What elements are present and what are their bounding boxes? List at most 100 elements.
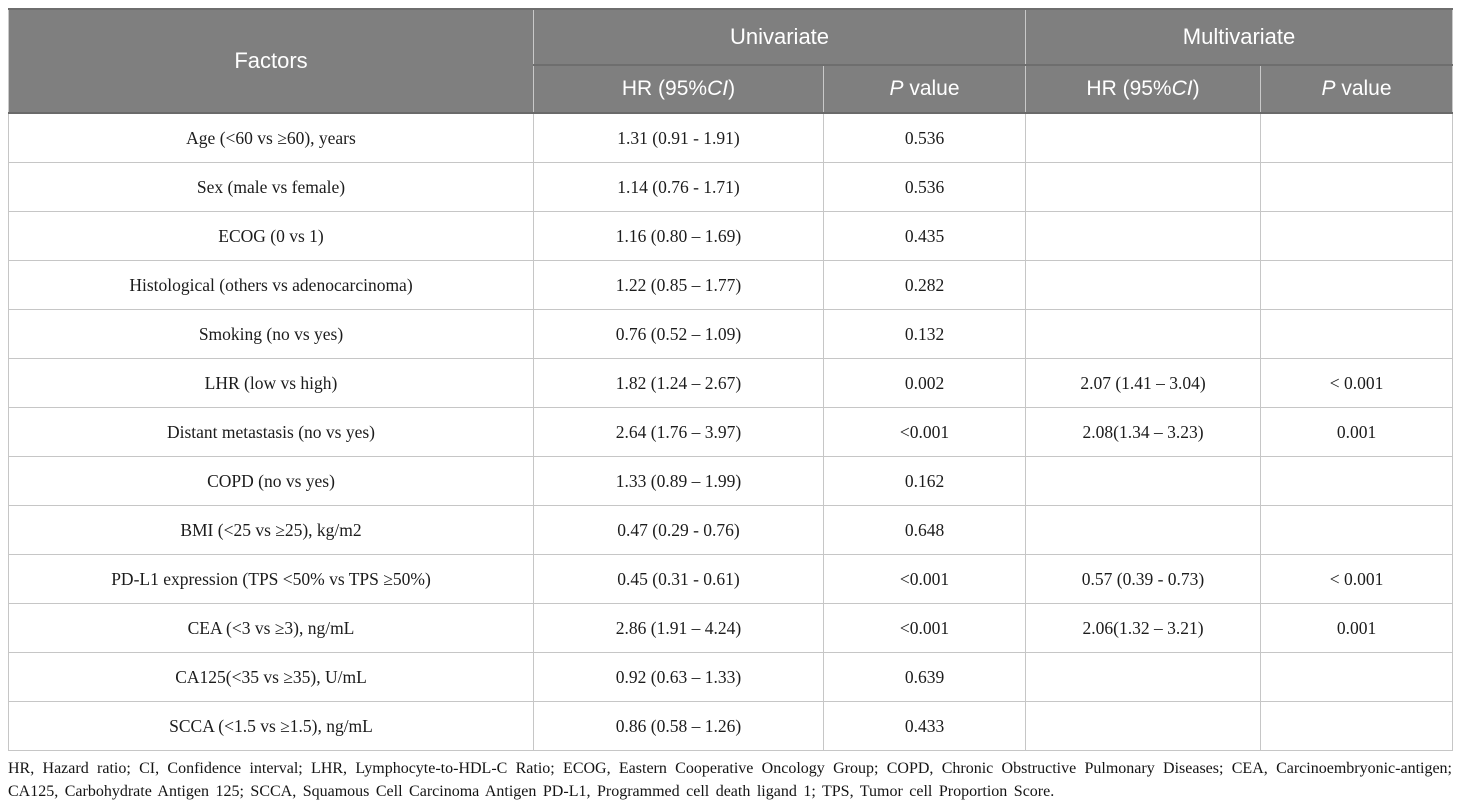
table-row: Sex (male vs female) 1.14 (0.76 - 1.71) 0.… <box>8 162 1454 212</box>
multivariate-p-cell <box>1260 701 1454 751</box>
univariate-hr-cell: 2.86 (1.91 – 4.24) <box>533 603 824 653</box>
column-header-multivariate-p: P value <box>1260 64 1454 114</box>
column-header-univariate-p: P value <box>822 64 1026 114</box>
multivariate-p-cell <box>1260 112 1454 163</box>
hr-label-ci-italic: CI <box>707 77 729 100</box>
univariate-p-cell: <0.001 <box>822 407 1027 457</box>
p-label-rest: value <box>1335 77 1392 100</box>
univariate-p-cell: 0.162 <box>822 456 1027 506</box>
multivariate-hr-cell <box>1025 162 1262 212</box>
hr-label-ci-italic: CI <box>1171 77 1193 100</box>
univariate-p-cell: <0.001 <box>822 603 1027 653</box>
table-row: CEA (<3 vs ≥3), ng/mL 2.86 (1.91 – 4.24) <… <box>8 603 1454 653</box>
table-row: SCCA (<1.5 vs ≥1.5), ng/mL 0.86 (0.58 – 1… <box>8 701 1454 751</box>
multivariate-p-cell: 0.001 <box>1260 603 1454 653</box>
factor-cell: Histological (others vs adenocarcinoma) <box>8 260 534 310</box>
univariate-hr-cell: 1.33 (0.89 – 1.99) <box>533 456 824 506</box>
univariate-p-cell: 0.282 <box>822 260 1027 310</box>
multivariate-hr-cell: 2.08(1.34 – 3.23) <box>1025 407 1262 457</box>
factor-cell: CEA (<3 vs ≥3), ng/mL <box>8 603 534 653</box>
multivariate-p-cell: < 0.001 <box>1260 358 1454 408</box>
multivariate-hr-cell <box>1025 112 1262 163</box>
univariate-hr-cell: 1.16 (0.80 – 1.69) <box>533 211 824 261</box>
table-row: ECOG (0 vs 1) 1.16 (0.80 – 1.69) 0.435 <box>8 211 1454 261</box>
univariate-hr-cell: 1.31 (0.91 - 1.91) <box>533 112 824 163</box>
multivariate-hr-cell <box>1025 260 1262 310</box>
univariate-hr-cell: 0.76 (0.52 – 1.09) <box>533 309 824 359</box>
hr-label-suffix: ) <box>1192 77 1200 100</box>
table-row: Histological (others vs adenocarcinoma) 1… <box>8 260 1454 310</box>
multivariate-p-cell <box>1260 162 1454 212</box>
column-header-factors: Factors <box>8 8 534 114</box>
table-row: LHR (low vs high) 1.82 (1.24 – 2.67) 0.002… <box>8 358 1454 408</box>
univariate-hr-cell: 2.64 (1.76 – 3.97) <box>533 407 824 457</box>
factor-cell: Sex (male vs female) <box>8 162 534 212</box>
factor-cell: Age (<60 vs ≥60), years <box>8 112 534 163</box>
univariate-hr-cell: 0.45 (0.31 - 0.61) <box>533 554 824 604</box>
univariate-p-cell: 0.435 <box>822 211 1027 261</box>
multivariate-hr-cell: 0.57 (0.39 - 0.73) <box>1025 554 1262 604</box>
multivariate-p-cell <box>1260 652 1454 702</box>
table-row: CA125(<35 vs ≥35), U/mL 0.92 (0.63 – 1.33… <box>8 652 1454 702</box>
multivariate-p-cell <box>1260 505 1454 555</box>
multivariate-hr-cell: 2.07 (1.41 – 3.04) <box>1025 358 1262 408</box>
univariate-hr-cell: 1.14 (0.76 - 1.71) <box>533 162 824 212</box>
factor-cell: CA125(<35 vs ≥35), U/mL <box>8 652 534 702</box>
table-row: Distant metastasis (no vs yes) 2.64 (1.76… <box>8 407 1454 457</box>
multivariate-hr-cell <box>1025 652 1262 702</box>
column-header-multivariate-hr: HR (95%CI) <box>1025 64 1261 114</box>
factor-cell: ECOG (0 vs 1) <box>8 211 534 261</box>
hr-label-prefix: HR (95% <box>1086 77 1172 100</box>
column-group-univariate: Univariate <box>532 8 1026 66</box>
table-header: Factors Univariate Multivariate HR (95%C… <box>8 8 1454 114</box>
table-body: Age (<60 vs ≥60), years 1.31 (0.91 - 1.91… <box>8 112 1454 751</box>
table-row: Smoking (no vs yes) 0.76 (0.52 – 1.09) 0.1… <box>8 309 1454 359</box>
hr-label-prefix: HR (95% <box>621 77 708 100</box>
univariate-hr-cell: 1.82 (1.24 – 2.67) <box>533 358 824 408</box>
multivariate-p-cell <box>1260 309 1454 359</box>
multivariate-hr-cell <box>1025 211 1262 261</box>
table-row: PD-L1 expression (TPS <50% vs TPS ≥50%) 0… <box>8 554 1454 604</box>
column-group-multivariate: Multivariate <box>1025 8 1454 66</box>
univariate-p-cell: 0.639 <box>822 652 1027 702</box>
factor-cell: Smoking (no vs yes) <box>8 309 534 359</box>
multivariate-hr-cell <box>1025 309 1262 359</box>
univariate-hr-cell: 1.22 (0.85 – 1.77) <box>533 260 824 310</box>
univariate-hr-cell: 0.47 (0.29 - 0.76) <box>533 505 824 555</box>
p-label-italic: P <box>1321 77 1336 100</box>
cox-regression-table: Factors Univariate Multivariate HR (95%C… <box>8 8 1454 751</box>
multivariate-p-cell: < 0.001 <box>1260 554 1454 604</box>
univariate-p-cell: 0.648 <box>822 505 1027 555</box>
column-header-univariate-hr: HR (95%CI) <box>533 64 824 114</box>
factor-cell: Distant metastasis (no vs yes) <box>8 407 534 457</box>
multivariate-p-cell: 0.001 <box>1260 407 1454 457</box>
univariate-p-cell: <0.001 <box>822 554 1027 604</box>
univariate-hr-cell: 0.86 (0.58 – 1.26) <box>533 701 824 751</box>
table-row: BMI (<25 vs ≥25), kg/m2 0.47 (0.29 - 0.76… <box>8 505 1454 555</box>
factor-cell: LHR (low vs high) <box>8 358 534 408</box>
multivariate-hr-cell: 2.06(1.32 – 3.21) <box>1025 603 1262 653</box>
table-footnote: HR, Hazard ratio; CI, Confidence interva… <box>8 760 1452 800</box>
multivariate-p-cell <box>1260 211 1454 261</box>
table-row: Age (<60 vs ≥60), years 1.31 (0.91 - 1.91… <box>8 112 1454 163</box>
multivariate-hr-cell <box>1025 701 1262 751</box>
hr-label-suffix: ) <box>728 77 736 100</box>
univariate-p-cell: 0.433 <box>822 701 1027 751</box>
factor-cell: PD-L1 expression (TPS <50% vs TPS ≥50%) <box>8 554 534 604</box>
p-label-italic: P <box>889 77 904 100</box>
univariate-p-cell: 0.002 <box>822 358 1027 408</box>
factor-cell: COPD (no vs yes) <box>8 456 534 506</box>
p-label-rest: value <box>903 77 960 100</box>
factor-cell: SCCA (<1.5 vs ≥1.5), ng/mL <box>8 701 534 751</box>
univariate-p-cell: 0.132 <box>822 309 1027 359</box>
table-row: COPD (no vs yes) 1.33 (0.89 – 1.99) 0.162 <box>8 456 1454 506</box>
univariate-hr-cell: 0.92 (0.63 – 1.33) <box>533 652 824 702</box>
univariate-p-cell: 0.536 <box>822 112 1027 163</box>
multivariate-hr-cell <box>1025 505 1262 555</box>
univariate-p-cell: 0.536 <box>822 162 1027 212</box>
multivariate-p-cell <box>1260 456 1454 506</box>
multivariate-p-cell <box>1260 260 1454 310</box>
multivariate-hr-cell <box>1025 456 1262 506</box>
factor-cell: BMI (<25 vs ≥25), kg/m2 <box>8 505 534 555</box>
